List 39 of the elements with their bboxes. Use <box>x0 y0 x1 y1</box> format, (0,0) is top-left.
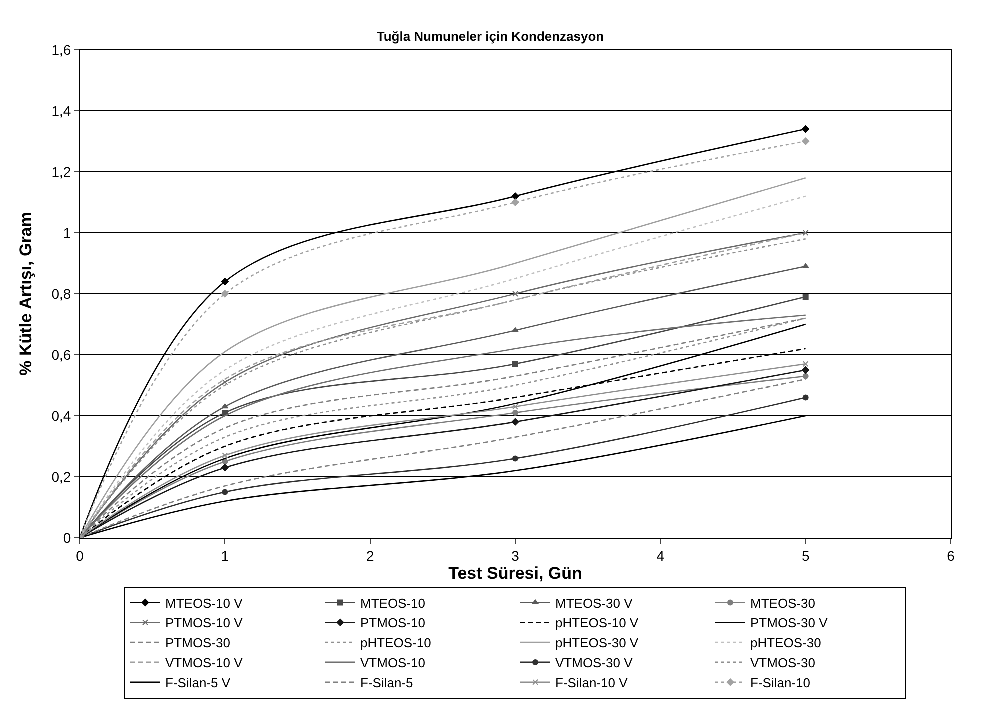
legend-label: pHTEOS-30 <box>750 636 822 651</box>
legend-label: MTEOS-30 <box>750 596 816 611</box>
y-tick-label: 1,6 <box>52 42 72 58</box>
legend-label: MTEOS-30 V <box>556 596 634 611</box>
x-tick-label: 4 <box>656 548 665 564</box>
y-tick-label: 0,6 <box>52 346 72 363</box>
legend-label: MTEOS-10 V <box>166 596 244 611</box>
x-tick-label: 5 <box>802 548 810 564</box>
legend-label: pHTEOS-30 V <box>556 636 639 651</box>
legend-label: VTMOS-30 V <box>556 656 634 671</box>
y-axis-title: % Kütle Artışı, Gram <box>16 212 36 376</box>
x-axis-title: Test Süresi, Gün <box>448 564 582 583</box>
legend-label: VTMOS-10 <box>360 656 426 671</box>
legend-label: MTEOS-10 <box>360 596 426 611</box>
legend-label: pHTEOS-10 V <box>556 616 639 631</box>
x-tick-label: 6 <box>947 548 956 564</box>
legend-label: pHTEOS-10 <box>360 636 432 651</box>
y-tick-label: 0,8 <box>52 286 72 302</box>
legend-label: PTMOS-10 <box>360 616 426 631</box>
legend-label: PTMOS-10 V <box>166 616 244 631</box>
y-tick-label: 1 <box>63 224 72 241</box>
legend-label: F-Silan-10 <box>750 675 810 690</box>
legend-label: PTMOS-30 <box>166 636 231 651</box>
legend-label: F-Silan-10 V <box>556 675 628 690</box>
y-tick-label: 0 <box>63 530 72 546</box>
y-tick-label: 1,2 <box>52 164 72 180</box>
legend-label: VTMOS-10 V <box>166 656 244 671</box>
legend-label: F-Silan-5 <box>360 675 414 690</box>
y-tick-label: 0,2 <box>52 468 72 485</box>
legend-label: VTMOS-30 <box>750 656 816 671</box>
chart-title: Tuğla Numuneler için Kondenzasyon <box>376 29 604 44</box>
legend-label: PTMOS-30 V <box>750 616 828 631</box>
legend-label: F-Silan-5 V <box>166 675 231 690</box>
x-tick-label: 3 <box>512 548 520 564</box>
x-tick-label: 2 <box>366 548 374 564</box>
x-tick-label: 1 <box>221 548 230 564</box>
y-tick-label: 0,4 <box>52 408 72 424</box>
x-tick-label: 0 <box>76 548 84 564</box>
y-tick-label: 1,4 <box>52 102 72 119</box>
